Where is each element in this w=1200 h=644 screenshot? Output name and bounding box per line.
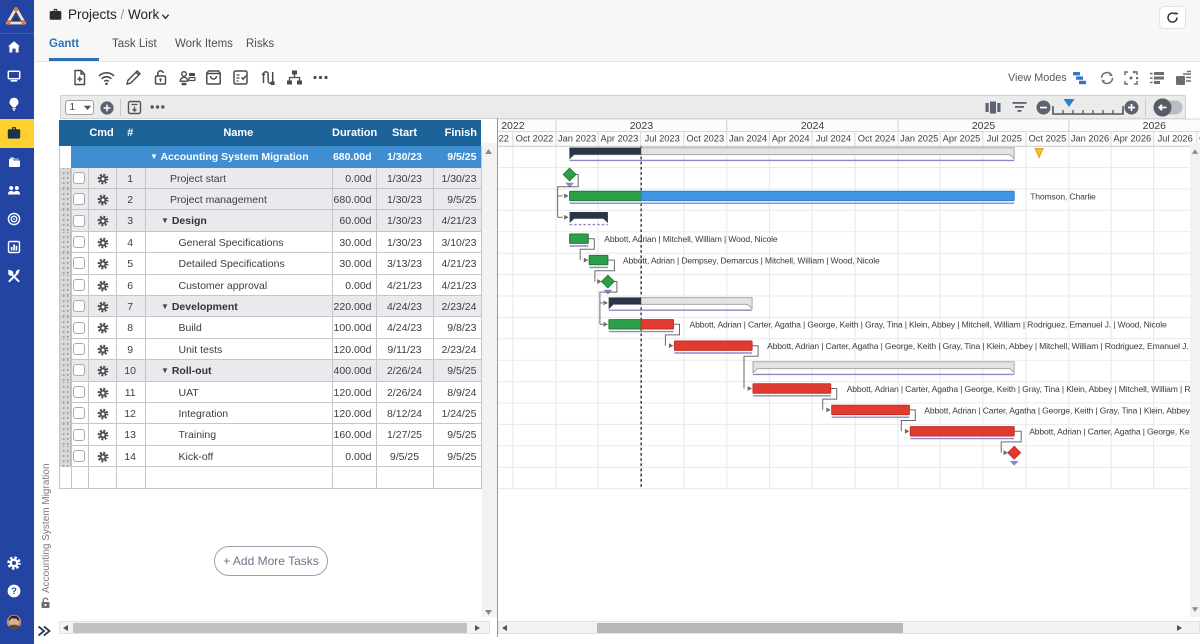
svg-text:Abbott, Adrian | Dempsey, Dema: Abbott, Adrian | Dempsey, Demarcus | Mit… <box>623 256 880 266</box>
svg-text:Abbott, Adrian | Mitchell, Wil: Abbott, Adrian | Mitchell, William | Woo… <box>604 234 778 244</box>
svg-text:Oct 2022: Oct 2022 <box>516 134 554 144</box>
svg-text:2022: 2022 <box>501 120 525 132</box>
svg-text:Jul 2022: Jul 2022 <box>498 134 509 144</box>
svg-text:2025: 2025 <box>972 120 996 132</box>
svg-text:Abbott, Adrian | Carter, Agath: Abbott, Adrian | Carter, Agatha | George… <box>924 405 1200 415</box>
svg-text:Apr 2025: Apr 2025 <box>943 134 981 144</box>
svg-text:Jul 2024: Jul 2024 <box>816 134 851 144</box>
svg-text:Oct 2025: Oct 2025 <box>1029 134 1067 144</box>
svg-text:Abbott, Adrian | Carter, Agath: Abbott, Adrian | Carter, Agatha | George… <box>690 320 1168 330</box>
svg-text:Oct 2024: Oct 2024 <box>858 134 896 144</box>
svg-text:2023: 2023 <box>630 120 654 132</box>
svg-text:Jul 2025: Jul 2025 <box>987 134 1022 144</box>
svg-text:Jan 2025: Jan 2025 <box>900 134 938 144</box>
svg-text:Apr 2023: Apr 2023 <box>601 134 639 144</box>
svg-text:Abbott, Adrian | Carter, Agath: Abbott, Adrian | Carter, Agatha | George… <box>847 384 1200 394</box>
svg-text:Jan 2024: Jan 2024 <box>729 134 767 144</box>
svg-text:2026: 2026 <box>1143 120 1167 132</box>
svg-text:Oct 2023: Oct 2023 <box>686 134 724 144</box>
svg-text:Abbott, Adrian | Carter, Agath: Abbott, Adrian | Carter, Agatha | George… <box>1029 427 1200 437</box>
svg-text:?: ? <box>11 586 17 597</box>
svg-text:Jan 2023: Jan 2023 <box>558 134 596 144</box>
svg-text:Jul 2026: Jul 2026 <box>1158 134 1193 144</box>
svg-text:Apr 2026: Apr 2026 <box>1113 134 1151 144</box>
svg-text:2024: 2024 <box>801 120 825 132</box>
svg-text:Abbott, Adrian | Carter, Agath: Abbott, Adrian | Carter, Agatha | George… <box>767 341 1200 351</box>
svg-text:Apr 2024: Apr 2024 <box>772 134 810 144</box>
svg-text:Jan 2026: Jan 2026 <box>1071 134 1109 144</box>
svg-text:Jul 2023: Jul 2023 <box>645 134 680 144</box>
svg-text:Thomson, Charlie: Thomson, Charlie <box>1030 191 1096 201</box>
